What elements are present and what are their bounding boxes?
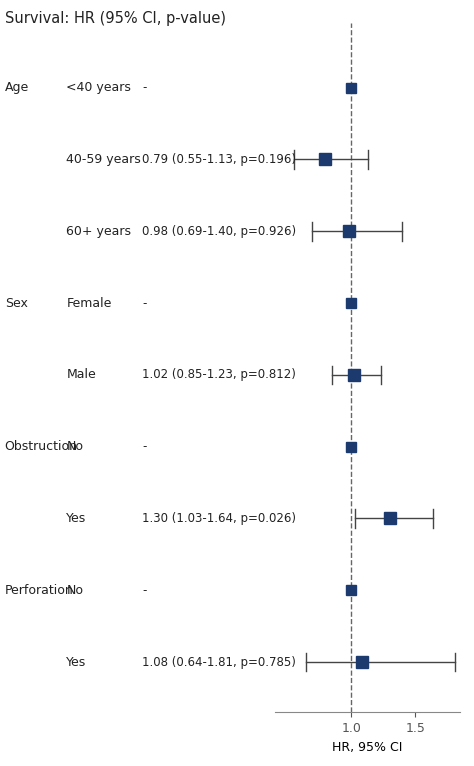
Text: -: - xyxy=(142,296,146,309)
Text: No: No xyxy=(66,584,83,597)
Text: 40-59 years: 40-59 years xyxy=(66,153,141,166)
Text: <40 years: <40 years xyxy=(66,81,131,94)
Text: Age: Age xyxy=(5,81,29,94)
Text: 1.30 (1.03-1.64, p=0.026): 1.30 (1.03-1.64, p=0.026) xyxy=(142,512,296,525)
Text: 0.98 (0.69-1.40, p=0.926): 0.98 (0.69-1.40, p=0.926) xyxy=(142,224,296,237)
Text: -: - xyxy=(142,81,146,94)
Text: Female: Female xyxy=(66,296,112,309)
Text: No: No xyxy=(66,440,83,453)
X-axis label: HR, 95% CI: HR, 95% CI xyxy=(332,741,402,754)
Text: Obstruction: Obstruction xyxy=(5,440,78,453)
Text: Sex: Sex xyxy=(5,296,27,309)
Text: Yes: Yes xyxy=(66,512,87,525)
Text: Yes: Yes xyxy=(66,656,87,669)
Text: Survival: HR (95% CI, p-value): Survival: HR (95% CI, p-value) xyxy=(5,11,226,27)
Text: -: - xyxy=(142,584,146,597)
Text: Perforation: Perforation xyxy=(5,584,73,597)
Text: 0.79 (0.55-1.13, p=0.196): 0.79 (0.55-1.13, p=0.196) xyxy=(142,153,296,166)
Text: Male: Male xyxy=(66,368,96,381)
Text: -: - xyxy=(142,440,146,453)
Text: 60+ years: 60+ years xyxy=(66,224,131,237)
Text: 1.02 (0.85-1.23, p=0.812): 1.02 (0.85-1.23, p=0.812) xyxy=(142,368,296,381)
Text: 1.08 (0.64-1.81, p=0.785): 1.08 (0.64-1.81, p=0.785) xyxy=(142,656,296,669)
